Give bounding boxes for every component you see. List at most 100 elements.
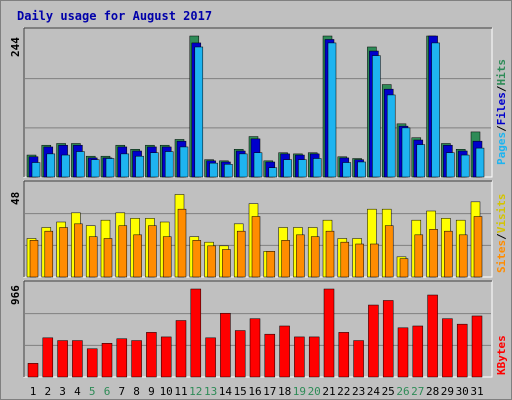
bar-pages-day-20 — [312, 158, 322, 178]
legend-sites-visits: Sites/Visits — [495, 194, 508, 274]
bar-sites-day-31 — [473, 216, 483, 278]
bar-sites-day-15 — [236, 230, 246, 278]
legend-entry: Hits — [495, 59, 508, 86]
bar-kbytes-day-14 — [220, 312, 231, 378]
bar-pages-day-3 — [61, 154, 70, 178]
bar-kbytes-day-28 — [427, 294, 438, 378]
x-tick-label: 28 — [426, 385, 439, 398]
bar-pages-day-7 — [120, 153, 130, 178]
bar-kbytes-day-6 — [101, 343, 113, 378]
bar-sites-day-11 — [177, 208, 187, 278]
x-tick-label: 26 — [396, 385, 409, 398]
bar-kbytes-day-12 — [190, 288, 202, 378]
bar-pages-day-13 — [209, 162, 218, 178]
bar-pages-day-5 — [90, 159, 100, 178]
chart-title: Daily usage for August 2017 — [17, 9, 213, 23]
bar-sites-day-29 — [444, 230, 453, 278]
bar-pages-day-12 — [194, 46, 204, 178]
bar-kbytes-day-19 — [294, 336, 305, 378]
bar-kbytes-day-2 — [42, 337, 54, 378]
x-tick-label: 20 — [308, 385, 321, 398]
legend-entry: / — [495, 125, 508, 132]
bar-kbytes-day-27 — [412, 325, 424, 378]
x-tick-label: 13 — [204, 385, 217, 398]
bar-pages-day-10 — [164, 151, 174, 178]
x-tick-label: 27 — [411, 385, 424, 398]
bar-sites-day-20 — [310, 236, 320, 278]
x-tick-label: 3 — [59, 385, 66, 398]
bar-kbytes-day-25 — [382, 300, 394, 378]
x-tick-label: 7 — [118, 385, 125, 398]
bar-kbytes-day-7 — [116, 338, 128, 378]
bar-pages-day-19 — [298, 159, 307, 178]
bar-kbytes-day-9 — [146, 332, 157, 378]
bar-sites-day-9 — [148, 225, 157, 278]
bar-pages-day-18 — [283, 159, 292, 178]
bar-kbytes-day-16 — [249, 318, 261, 378]
y-max-label: 966 — [9, 285, 22, 305]
bar-sites-day-28 — [429, 229, 438, 278]
bar-pages-day-9 — [150, 152, 159, 178]
x-tick-label: 9 — [148, 385, 155, 398]
bar-kbytes-day-24 — [368, 304, 379, 378]
bar-kbytes-day-3 — [57, 340, 68, 378]
legend-pages-files-hits: Pages/Files/Hits — [495, 59, 508, 165]
bar-pages-day-30 — [460, 154, 470, 178]
x-tick-label: 29 — [441, 385, 454, 398]
bar-kbytes-day-8 — [131, 340, 142, 378]
x-tick-label: 30 — [456, 385, 469, 398]
bar-pages-day-8 — [135, 155, 144, 178]
legend-entry: Files — [495, 92, 508, 125]
bar-pages-day-28 — [431, 42, 440, 178]
x-tick-label: 24 — [367, 385, 381, 398]
bar-sites-day-17 — [266, 251, 276, 278]
x-tick-label: 18 — [278, 385, 291, 398]
x-tick-label: 22 — [337, 385, 350, 398]
bar-sites-day-24 — [370, 243, 379, 278]
x-tick-label: 19 — [293, 385, 306, 398]
x-tick-label: 25 — [382, 385, 395, 398]
legend-entry: Pages — [495, 132, 508, 165]
x-tick-label: 15 — [234, 385, 247, 398]
bar-kbytes-day-18 — [279, 325, 290, 378]
x-tick-label: 4 — [74, 385, 81, 398]
bar-kbytes-day-10 — [160, 336, 172, 378]
legend-entry: / — [495, 85, 508, 92]
bar-sites-day-19 — [296, 234, 305, 278]
x-tick-label: 10 — [160, 385, 173, 398]
bar-kbytes-day-26 — [397, 327, 409, 378]
x-tick-label: 12 — [189, 385, 202, 398]
bar-sites-day-25 — [384, 225, 394, 278]
bar-sites-day-23 — [355, 243, 364, 278]
bar-kbytes-day-21 — [323, 288, 335, 378]
bar-sites-day-3 — [59, 227, 68, 278]
bar-pages-day-31 — [475, 147, 485, 178]
bar-sites-day-5 — [88, 236, 98, 278]
legend-entry: KBytes — [495, 335, 508, 375]
bar-sites-day-30 — [458, 234, 468, 278]
bar-pages-day-16 — [253, 152, 263, 178]
bar-sites-day-26 — [399, 258, 409, 278]
bar-sites-day-2 — [44, 230, 54, 278]
bar-pages-day-6 — [105, 158, 115, 178]
bar-pages-day-25 — [386, 94, 396, 178]
x-tick-label: 8 — [133, 385, 140, 398]
bar-kbytes-day-17 — [264, 333, 276, 378]
bar-kbytes-day-31 — [471, 315, 483, 378]
bar-pages-day-21 — [327, 42, 337, 178]
bar-sites-day-1 — [29, 240, 39, 278]
x-tick-label: 11 — [174, 385, 187, 398]
bar-pages-day-23 — [357, 161, 366, 178]
x-tick-label: 1 — [30, 385, 37, 398]
bar-pages-day-27 — [416, 144, 426, 178]
bar-sites-day-12 — [192, 240, 202, 278]
legend-entry: Sites — [495, 240, 508, 273]
x-tick-label: 16 — [248, 385, 261, 398]
x-tick-label: 31 — [470, 385, 483, 398]
bar-pages-day-26 — [401, 127, 411, 178]
bar-kbytes-day-22 — [338, 332, 350, 378]
bar-sites-day-18 — [281, 240, 290, 278]
y-max-label: 48 — [9, 192, 22, 205]
